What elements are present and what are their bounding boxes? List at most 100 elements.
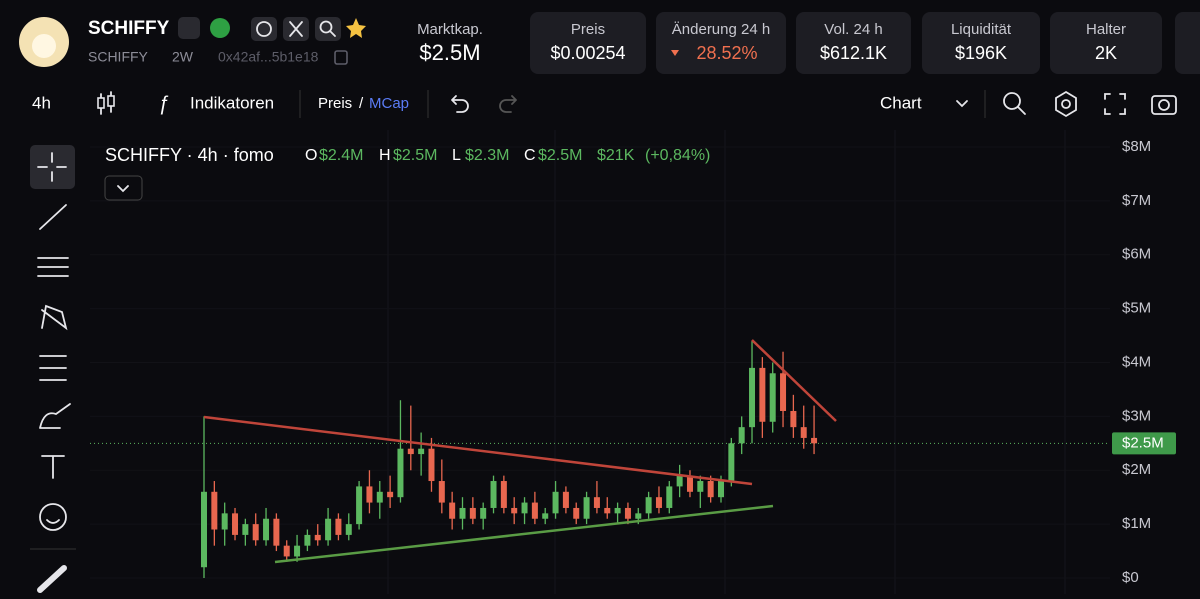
candle-body [345, 524, 352, 535]
x-logo [289, 21, 303, 37]
resistance-line[interactable] [203, 415, 753, 486]
stat-label: Preis [571, 21, 605, 38]
candle-body [263, 518, 270, 541]
stat-label: Vol. 24 h [824, 21, 882, 38]
alert-icon[interactable] [1003, 92, 1021, 110]
favorite-star[interactable] [346, 18, 366, 38]
legend-title: SCHIFFY · 4h · fomo [105, 145, 274, 165]
candle-body [407, 448, 414, 455]
stat-card [796, 12, 911, 74]
fib-tool[interactable] [39, 355, 67, 381]
legend-toggle[interactable] [104, 175, 143, 201]
candle-body [314, 534, 321, 541]
candle-body [428, 448, 435, 482]
fullscreen-icon[interactable] [1104, 93, 1126, 115]
candle-body [480, 507, 487, 519]
crosshair [37, 152, 67, 182]
price-toggle[interactable]: Preis [318, 95, 352, 112]
interval[interactable]: 4h [32, 93, 51, 112]
stat-value: $196K [955, 43, 1007, 63]
icon-badge[interactable] [210, 18, 230, 38]
ruler-tool[interactable] [37, 565, 67, 593]
indicators-button[interactable]: Indikatoren [190, 93, 274, 112]
stat-value: $0.00254 [550, 43, 625, 63]
candle-icon-body [107, 95, 115, 107]
candle-body [325, 518, 332, 541]
icon-search[interactable] [315, 17, 341, 41]
candle-body [707, 481, 714, 498]
y-tick-label: $5M [1122, 300, 1151, 317]
candle-body [438, 481, 445, 503]
candle-body [252, 524, 259, 541]
camera-lens [1158, 99, 1170, 111]
candle-body [356, 486, 363, 525]
legend-volume: $21K [597, 147, 635, 164]
y-tick-label: $1M [1122, 515, 1151, 532]
stat-value: 2K [1095, 43, 1117, 63]
candle-body [697, 481, 704, 492]
fx-icon[interactable]: ƒ [158, 92, 169, 114]
redo[interactable] [499, 95, 517, 113]
candle-body [728, 443, 735, 482]
candle-body [686, 475, 693, 492]
emoji-tool[interactable] [39, 503, 67, 531]
candle-body [376, 491, 383, 503]
candle-body [459, 507, 466, 519]
brush-tool[interactable] [39, 403, 71, 429]
stat-label: Änderung 24 h [672, 21, 770, 38]
y-tick-label: $7M [1122, 192, 1151, 209]
candle-body [304, 534, 311, 546]
candle-body [242, 524, 249, 535]
candle-body [387, 491, 394, 498]
candle-body [201, 491, 207, 568]
token-symbol: SCHIFFY [88, 49, 149, 65]
logo-face [32, 34, 56, 58]
stat-label: Liquidität [951, 21, 1012, 38]
lines-tool[interactable] [37, 257, 69, 277]
settings-center [1061, 99, 1071, 109]
search-glass [319, 20, 333, 34]
settings-icon[interactable] [1055, 90, 1077, 118]
mcap-toggle[interactable]: MCap [369, 95, 409, 112]
legend-o: $2.4M [319, 147, 363, 164]
candle-body [676, 475, 683, 487]
chart-menu[interactable]: Chart [880, 93, 922, 112]
candle-body [769, 373, 776, 422]
last-price-label: $2.5M [1122, 434, 1164, 451]
stat-label: Marktkap. [417, 21, 483, 38]
legend-l-label: L [452, 147, 461, 164]
candle-body [221, 513, 228, 530]
undo[interactable] [451, 95, 469, 113]
support-line[interactable] [274, 504, 774, 564]
resistance-line[interactable] [751, 339, 837, 422]
candle-body [397, 448, 404, 498]
token-address[interactable]: 0x42af...5b1e18 [218, 49, 319, 65]
candle-body [366, 486, 373, 503]
icon-pump[interactable] [178, 17, 200, 39]
y-tick-label: $0 [1122, 569, 1139, 586]
legend-chevron [117, 185, 129, 193]
legend-o-label: O [305, 147, 317, 164]
trendline-tool[interactable] [39, 204, 67, 230]
candle-body [655, 497, 662, 508]
stat-value: 28.52% [696, 43, 757, 63]
candle-body [624, 507, 631, 519]
candle-body [542, 513, 549, 519]
pattern-tool[interactable] [41, 304, 68, 331]
candle-body [666, 486, 673, 508]
text-tool[interactable] [41, 455, 65, 479]
legend-h-label: H [379, 147, 391, 164]
stat-card [922, 12, 1040, 74]
y-tick-label: $2M [1122, 461, 1151, 478]
icon-web[interactable] [251, 17, 277, 41]
candle-body [531, 502, 538, 519]
legend-h: $2.5M [393, 147, 437, 164]
candle-body [469, 507, 476, 519]
crosshair-tool[interactable] [30, 145, 75, 189]
stat-card [656, 12, 786, 74]
copy-icon[interactable] [334, 50, 348, 65]
stat-value: $612.1K [820, 43, 887, 63]
candle-body [593, 497, 600, 508]
camera-icon[interactable] [1151, 95, 1177, 115]
